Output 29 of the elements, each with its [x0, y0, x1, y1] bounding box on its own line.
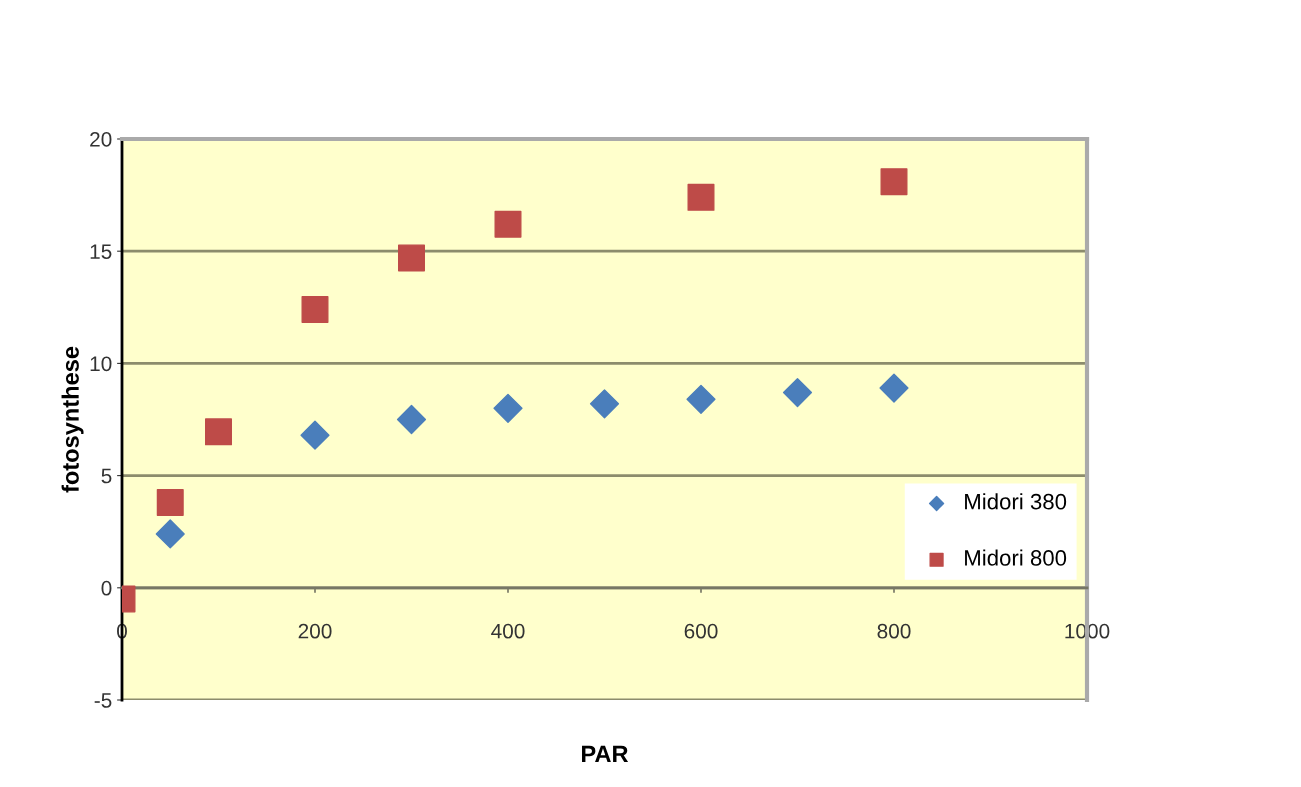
- y-tick-label: 0: [101, 580, 112, 596]
- x-tick-label: 400: [491, 623, 525, 639]
- point: [396, 404, 427, 435]
- y-tick-label: 20: [90, 132, 112, 147]
- point: [687, 183, 715, 211]
- point: [398, 244, 425, 272]
- x-tick-label: 800: [877, 623, 911, 639]
- point: [155, 519, 185, 549]
- point: [686, 384, 716, 414]
- point: [880, 168, 908, 196]
- point: [494, 210, 522, 238]
- y-tick-label: 5: [101, 468, 112, 484]
- y-tick-label: 10: [90, 356, 112, 372]
- point: [493, 393, 523, 423]
- x-axis-title: PAR: [582, 745, 629, 762]
- legend-label: Midori 800: [965, 549, 1067, 566]
- point: [205, 418, 232, 446]
- point: [879, 373, 909, 403]
- legend-label: Midori 380: [965, 493, 1067, 510]
- point: [782, 377, 813, 408]
- point: [300, 420, 330, 450]
- point: [156, 489, 184, 517]
- y-tick-label: 15: [90, 244, 112, 259]
- point: [301, 296, 329, 324]
- x-tick-label: 200: [298, 623, 332, 639]
- y-axis-title: fotosynthese: [61, 346, 84, 493]
- point: [589, 389, 620, 419]
- x-tick-label: 600: [684, 623, 718, 639]
- y-tick-label: -5: [94, 693, 112, 708]
